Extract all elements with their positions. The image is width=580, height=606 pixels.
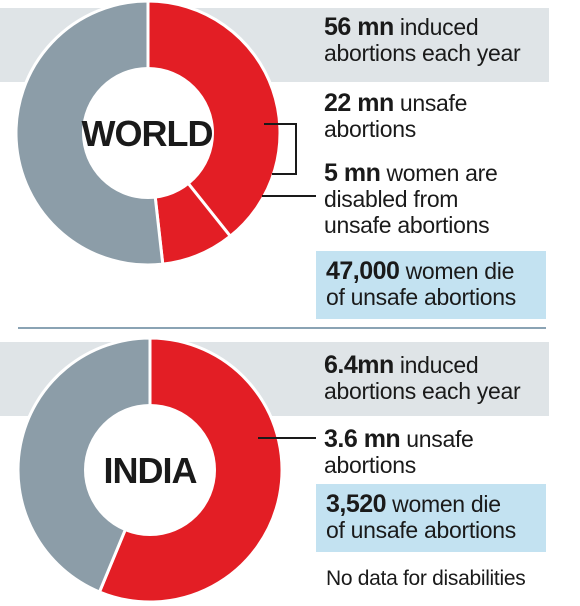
india-donut-chart: INDIA — [16, 336, 316, 604]
india-donut-hole — [84, 404, 216, 536]
world-unsafe-value: 22 mn — [324, 89, 394, 117]
india-induced-value: 6.4mn — [324, 351, 394, 379]
world-panel: WORLD 56 mn induced abortions each year … — [0, 0, 549, 319]
world-disabled-text2: disabled from — [324, 186, 459, 212]
india-deaths-text1: women die — [392, 491, 501, 517]
world-induced-value: 56 mn — [324, 13, 394, 41]
world-disabled-value: 5 mn — [324, 159, 381, 187]
india-unsafe-text2: abortions — [324, 452, 416, 478]
india-deaths-box — [316, 484, 546, 552]
india-deaths-text2: of unsafe abortions — [326, 517, 516, 543]
india-induced-stat: 6.4mn induced abortions each year — [324, 351, 521, 404]
world-disabled-text1: women are — [386, 160, 498, 186]
world-slice-unsafe-abortions — [146, 0, 282, 239]
world-unsafe-text2: abortions — [324, 116, 416, 142]
india-panel: INDIA 6.4mn induced abortions each year … — [0, 334, 580, 606]
world-induced-text1: induced — [399, 14, 479, 40]
world-unsafe-leader-line — [264, 123, 297, 175]
india-no-data-note: No data for disabilities — [326, 567, 526, 590]
india-deaths-value: 3,520 — [326, 490, 387, 518]
world-disabled-stat: 5 mn women are disabled from unsafe abor… — [324, 160, 498, 238]
world-unsafe-stat: 22 mn unsafe abortions — [324, 90, 467, 142]
india-unsafe-value: 3.6 mn — [324, 425, 401, 453]
india-slice-other-induced-abortions — [16, 336, 152, 594]
india-deaths-stat: 3,520 women die of unsafe abortions — [326, 491, 516, 543]
india-unsafe-text1: unsafe — [406, 426, 474, 452]
world-deaths-text2: of unsafe abortions — [326, 284, 516, 310]
india-induced-text2: abortions each year — [324, 378, 521, 404]
world-deaths-box — [316, 251, 546, 319]
india-unsafe-stat: 3.6 mn unsafe abortions — [324, 426, 474, 478]
world-donut-hole — [82, 67, 214, 199]
world-donut-chart: WORLD — [14, 0, 316, 267]
world-disabled-text3: unsafe abortions — [324, 212, 490, 238]
india-center-label: INDIA — [104, 450, 198, 491]
section-divider — [18, 327, 546, 329]
world-deaths-value: 47,000 — [326, 257, 400, 285]
world-deaths-text1: women die — [405, 258, 515, 284]
world-induced-text2: abortions each year — [324, 40, 521, 66]
world-induced-stat: 56 mn induced abortions each year — [324, 13, 521, 66]
world-deaths-stat: 47,000 women die of unsafe abortions — [326, 258, 516, 310]
world-unsafe-text1: unsafe — [399, 90, 468, 116]
india-induced-text1: induced — [399, 352, 479, 378]
world-center-label: WORLD — [82, 113, 213, 154]
